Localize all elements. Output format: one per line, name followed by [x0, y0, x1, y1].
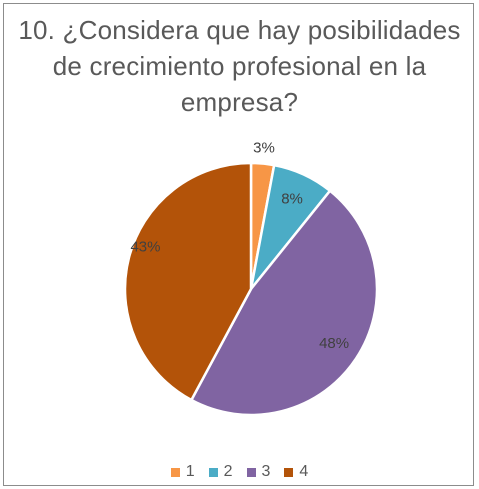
chart-frame: 10. ¿Considera que hay posibilidades de …	[3, 3, 474, 486]
legend-swatch-3	[246, 467, 256, 477]
data-label-3: 48%	[319, 335, 349, 352]
legend-swatch-2	[208, 467, 218, 477]
legend-item-2: 2	[208, 463, 233, 481]
data-label-2: 8%	[281, 191, 303, 208]
legend: 1 2 3 4	[4, 462, 475, 482]
legend-label-3: 3	[261, 463, 271, 480]
legend-item-1: 1	[170, 463, 195, 481]
legend-swatch-4	[284, 467, 294, 477]
legend-item-3: 3	[246, 463, 271, 481]
pie-slice-3	[190, 189, 379, 417]
chart-title: 10. ¿Considera que hay posibilidades de …	[18, 15, 461, 117]
legend-label-1: 1	[185, 463, 195, 480]
data-label-1: 3%	[253, 139, 275, 156]
legend-label-4: 4	[299, 463, 309, 480]
legend-label-2: 2	[223, 463, 233, 480]
legend-item-4: 4	[284, 463, 308, 481]
legend-swatch-1	[170, 467, 180, 477]
pie-slice-4	[123, 161, 253, 402]
data-label-4: 43%	[130, 238, 160, 255]
pie-chart: 3% 8% 48% 43%	[123, 139, 379, 417]
